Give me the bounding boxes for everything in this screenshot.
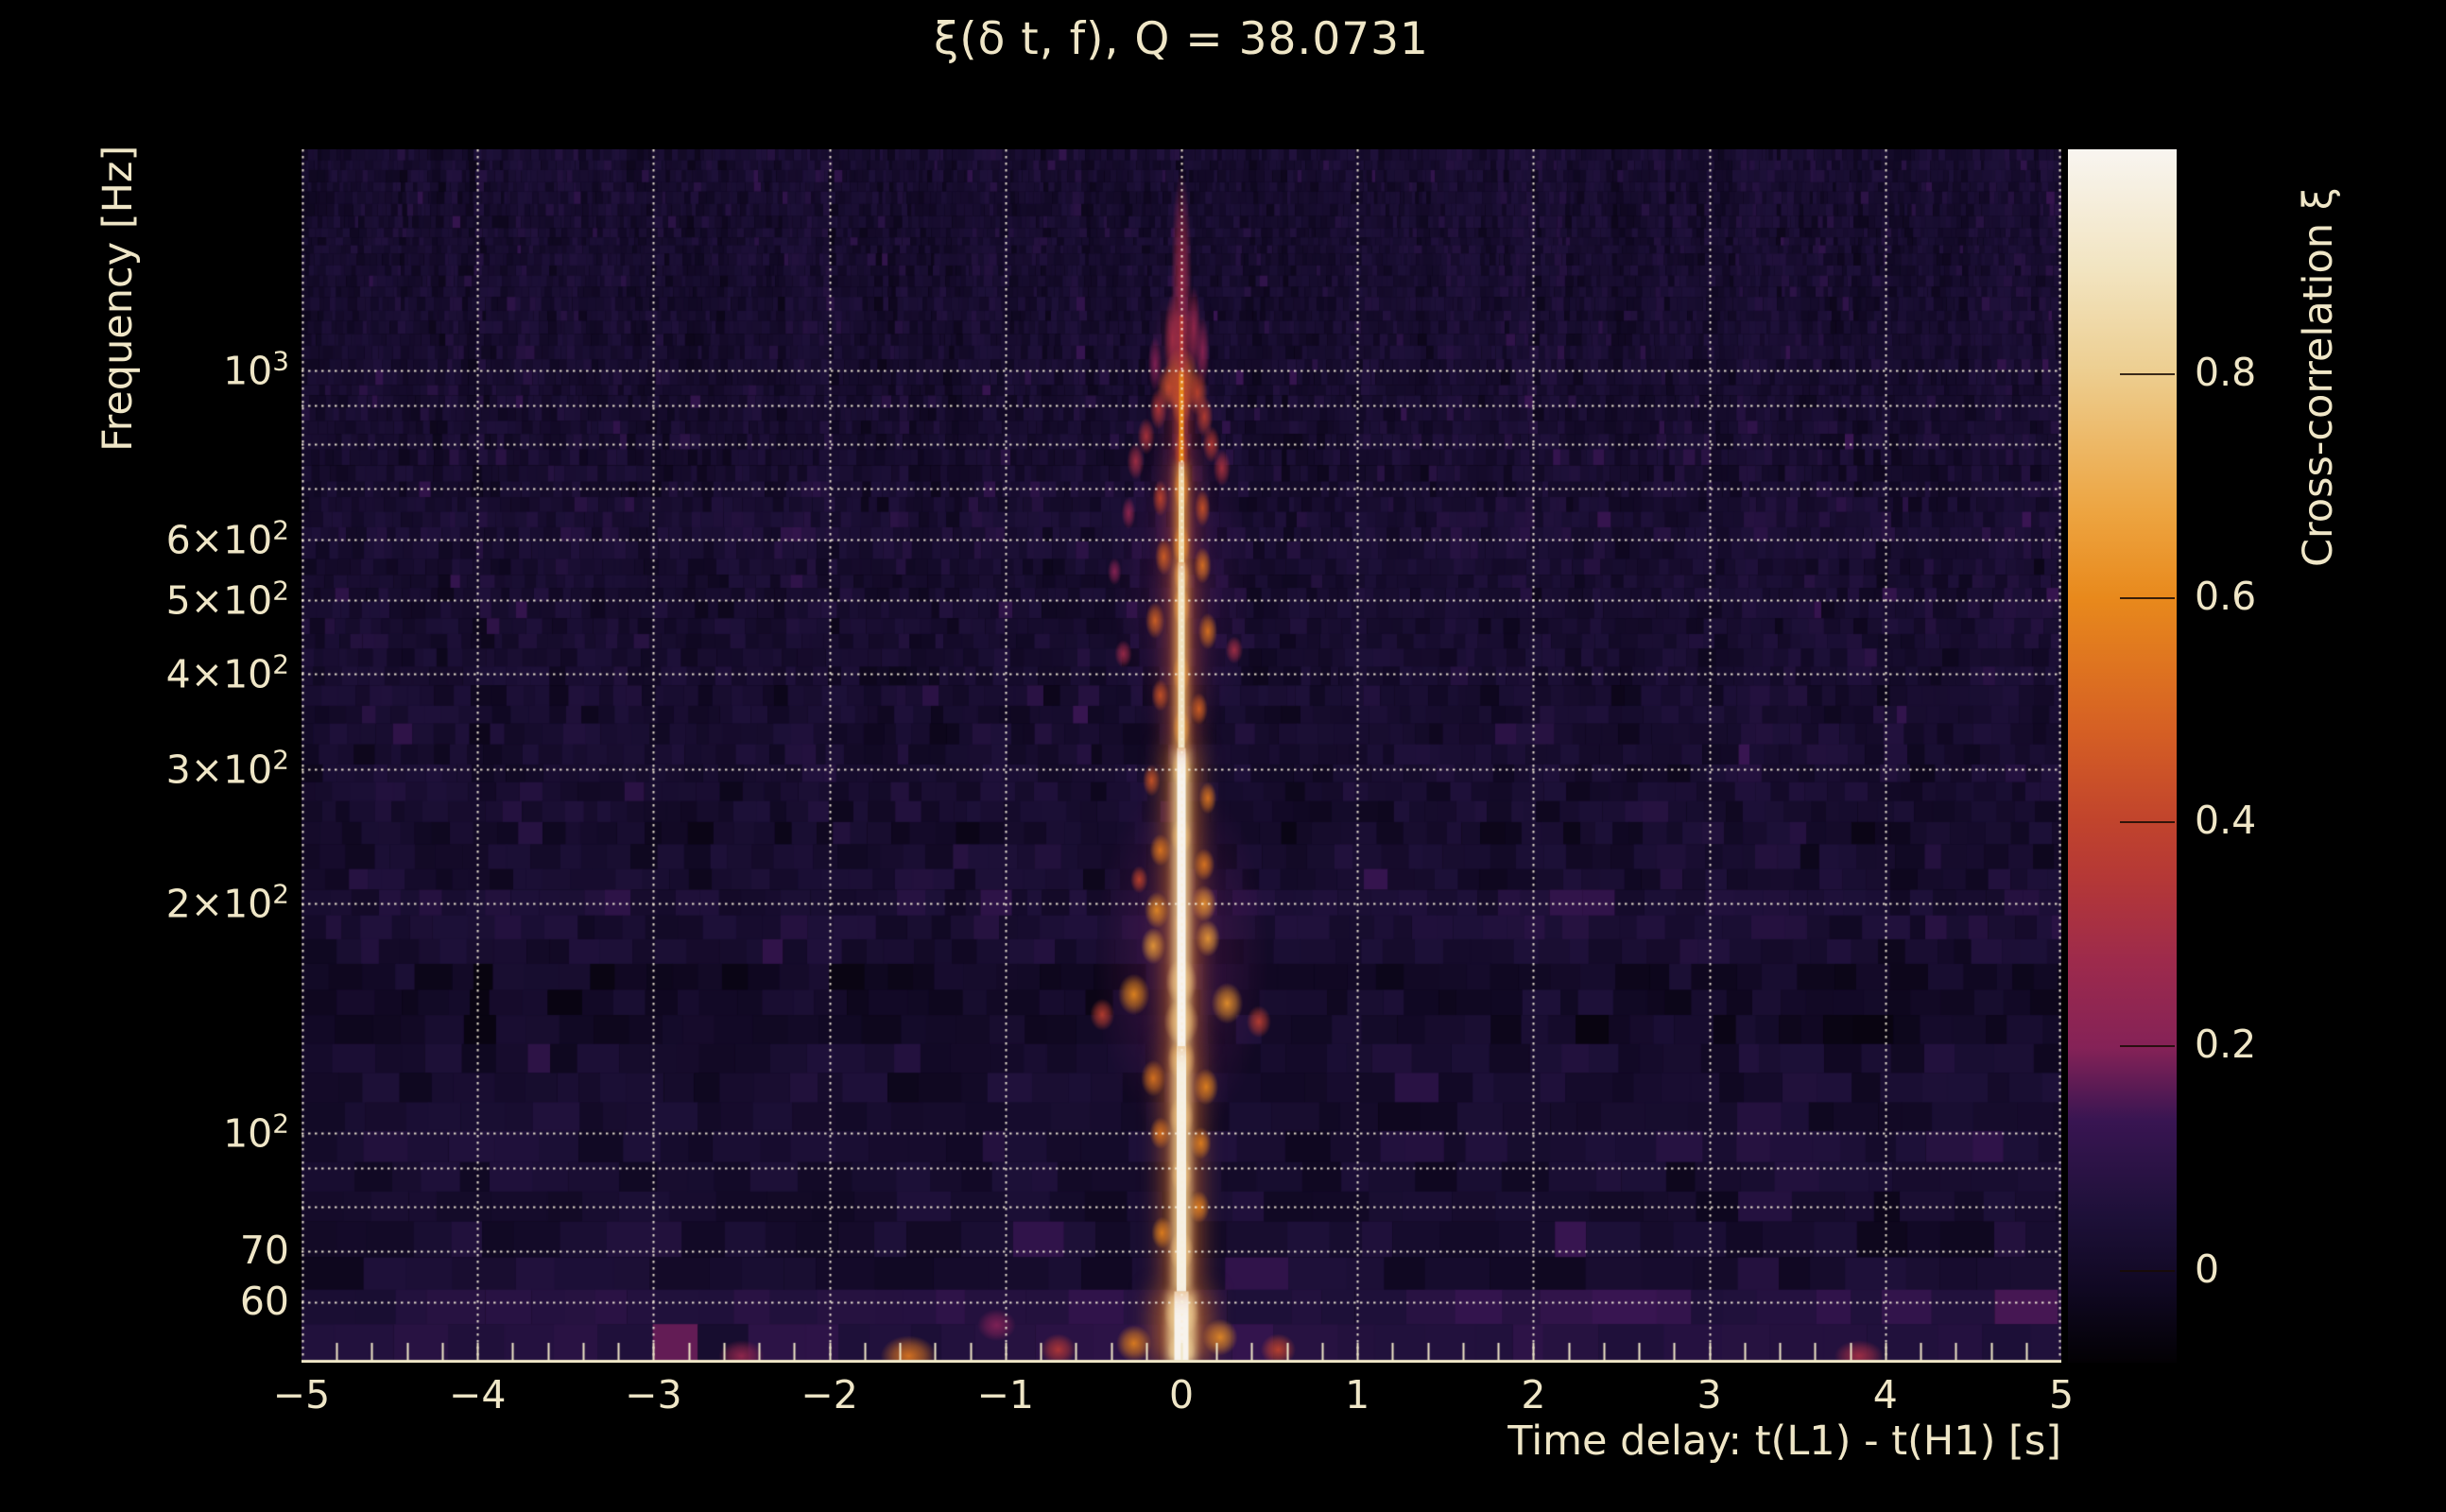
- x-tick-label: 1: [1345, 1372, 1370, 1418]
- colorbar-tick-mark: [2120, 373, 2175, 375]
- colorbar: [2068, 149, 2177, 1363]
- y-tick-label: 70: [239, 1228, 289, 1274]
- spectrogram-heatmap: [301, 149, 2061, 1363]
- colorbar-tick-label: 0.6: [2195, 574, 2257, 620]
- chart-title: ξ(δ t, f), Q = 38.0731: [934, 13, 1429, 65]
- x-tick-label: 3: [1697, 1372, 1722, 1418]
- colorbar-tick-label: 0.2: [2195, 1022, 2257, 1068]
- y-tick-label: 103: [223, 345, 289, 394]
- y-tick-label: 60: [239, 1279, 289, 1325]
- colorbar-tick-label: 0.4: [2195, 798, 2257, 844]
- x-tick-label: 0: [1168, 1372, 1195, 1418]
- colorbar-tick-mark: [2120, 1045, 2175, 1047]
- y-tick-label: 4×102: [165, 648, 289, 697]
- y-tick-label: 3×102: [165, 744, 289, 793]
- colorbar-tick-mark: [2120, 821, 2175, 823]
- y-tick-label: 2×102: [165, 878, 289, 927]
- y-tick-label: 102: [223, 1108, 289, 1157]
- x-tick-label: −4: [448, 1372, 507, 1418]
- y-tick-label: 5×102: [165, 575, 289, 624]
- x-tick-label: −1: [976, 1372, 1035, 1418]
- x-tick-label: 5: [2048, 1372, 2075, 1418]
- x-tick-label: 4: [1872, 1372, 1898, 1418]
- colorbar-tick-label: 0.8: [2195, 350, 2257, 396]
- colorbar-tick-mark: [2120, 1270, 2175, 1272]
- x-tick-label: −2: [801, 1372, 858, 1418]
- x-tick-label: −3: [625, 1372, 682, 1418]
- colorbar-tick-label: 0: [2195, 1246, 2220, 1292]
- colorbar-tick-mark: [2120, 597, 2175, 599]
- x-axis-label: Time delay: t(L1) - t(H1) [s]: [1507, 1418, 2061, 1465]
- x-tick-label: 2: [1521, 1372, 1546, 1418]
- y-tick-label: 6×102: [165, 514, 289, 563]
- colorbar-label: Cross-correlation ξ: [2295, 187, 2342, 567]
- y-axis-label: Frequency [Hz]: [95, 145, 142, 452]
- x-tick-label: −5: [272, 1372, 331, 1418]
